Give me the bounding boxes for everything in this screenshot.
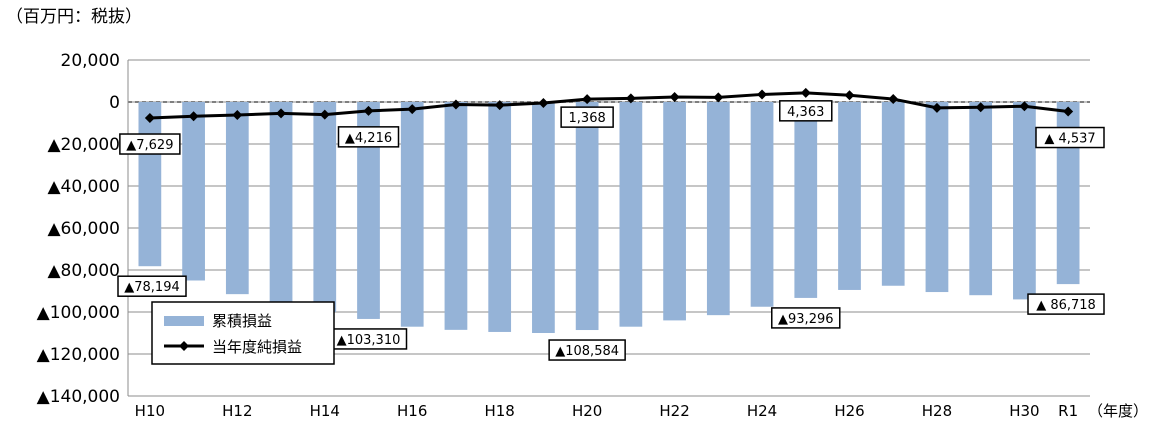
bar (794, 102, 818, 298)
data-label-box (1035, 126, 1105, 149)
data-label-box (548, 339, 626, 361)
line-marker (800, 87, 811, 98)
x-tick-label: R1 (1058, 402, 1078, 420)
y-tick-label: ▲60,000 (47, 219, 120, 239)
data-label-box (119, 133, 181, 155)
legend-swatch-bar (164, 316, 204, 326)
line-marker (144, 113, 155, 124)
data-label: ▲ 86,718 (1036, 298, 1096, 313)
line-marker (319, 109, 330, 120)
line-marker (1019, 101, 1030, 112)
bar (925, 102, 949, 293)
bar (663, 102, 686, 321)
line-marker (669, 91, 680, 102)
bar (138, 102, 162, 267)
data-label: ▲103,310 (337, 333, 401, 348)
line-marker (494, 100, 505, 111)
legend-label: 累積損益 (212, 312, 272, 330)
bar (838, 102, 861, 290)
bar (357, 102, 380, 319)
data-label: ▲78,194 (124, 280, 180, 295)
bar (400, 102, 424, 327)
line-marker (625, 93, 636, 104)
line-marker (363, 105, 374, 116)
x-tick-label: H30 (1009, 402, 1039, 420)
y-tick-label: ▲120,000 (37, 345, 120, 365)
y-tick-label: ▲80,000 (47, 261, 120, 281)
y-tick-label: ▲100,000 (37, 303, 120, 323)
bar (532, 102, 555, 333)
data-label-box (1027, 293, 1105, 315)
bar (182, 102, 205, 281)
line-marker (188, 111, 199, 122)
line-marker (975, 102, 986, 113)
line-marker (757, 89, 768, 100)
y-tick-label: 0 (109, 93, 120, 113)
x-tick-label: H28 (922, 402, 952, 420)
data-label-box (337, 126, 400, 148)
unit-label: （百万円：税抜） (6, 7, 142, 27)
x-tick-label: H16 (397, 402, 427, 420)
data-label: ▲4,216 (345, 131, 392, 146)
bar (881, 102, 905, 286)
x-tick-label: H10 (135, 402, 165, 420)
data-label: 4,363 (787, 105, 824, 120)
bar (619, 102, 643, 327)
legend-box (151, 301, 335, 365)
y-tick-label: 20,000 (61, 51, 120, 71)
data-label: ▲93,296 (778, 312, 834, 327)
y-tick-label: ▲140,000 (37, 387, 120, 407)
x-tick-label: H18 (484, 402, 514, 420)
bar (313, 102, 337, 312)
bar (225, 102, 249, 295)
x-tick-label: H22 (659, 402, 689, 420)
x-axis-label: （年度） (1088, 402, 1148, 420)
x-tick-label: H12 (222, 402, 252, 420)
data-label-box (560, 106, 614, 128)
bar (575, 102, 599, 331)
bar (706, 102, 730, 316)
line-marker (1063, 106, 1074, 117)
line-marker (232, 110, 243, 121)
line-marker (931, 102, 942, 113)
line-marker (407, 104, 418, 115)
data-label: ▲ 4,537 (1044, 132, 1095, 147)
data-label: ▲108,584 (555, 344, 619, 359)
series-line (149, 91, 1069, 120)
line-marker (450, 99, 461, 110)
legend-label: 当年度純損益 (212, 338, 302, 356)
line-marker (582, 94, 593, 105)
x-tick-label: H26 (834, 402, 864, 420)
line-marker (276, 108, 287, 119)
data-label-box (771, 307, 841, 329)
bar (444, 102, 468, 330)
data-label: 1,368 (569, 111, 606, 126)
x-tick-label: H24 (747, 402, 777, 420)
y-tick-label: ▲40,000 (47, 177, 120, 197)
data-label: ▲7,629 (126, 138, 173, 153)
line-marker (888, 94, 899, 105)
bar (750, 102, 774, 307)
line-marker (844, 90, 855, 101)
bar (1013, 102, 1036, 300)
y-tick-label: ▲20,000 (47, 135, 120, 155)
legend-marker (179, 341, 189, 351)
x-tick-label: H20 (572, 402, 602, 420)
data-label-box (779, 100, 833, 122)
line-marker (713, 92, 724, 103)
bar (969, 102, 993, 296)
x-tick-label: H14 (310, 402, 340, 420)
line-marker (538, 98, 549, 109)
bar (269, 102, 293, 305)
data-label-box (117, 275, 187, 297)
bar (488, 102, 512, 332)
